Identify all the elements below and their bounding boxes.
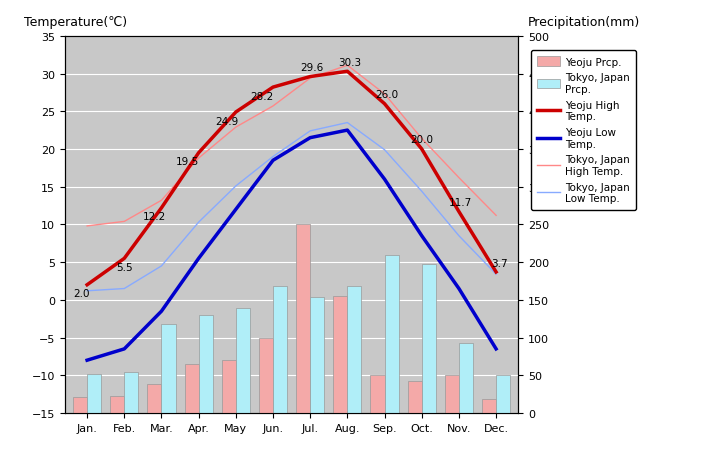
Bar bbox=[496, 375, 510, 413]
Bar bbox=[333, 297, 347, 413]
Bar bbox=[296, 225, 310, 413]
Text: Temperature(℃): Temperature(℃) bbox=[24, 16, 127, 29]
Text: 11.7: 11.7 bbox=[449, 198, 472, 207]
Bar bbox=[408, 381, 422, 413]
Bar bbox=[384, 255, 399, 413]
Bar bbox=[310, 297, 324, 413]
Text: 19.5: 19.5 bbox=[176, 157, 199, 167]
Bar bbox=[259, 338, 273, 413]
Bar bbox=[459, 343, 473, 413]
Text: Precipitation(mm): Precipitation(mm) bbox=[528, 16, 640, 29]
Text: 3.7: 3.7 bbox=[492, 258, 508, 269]
Bar bbox=[148, 385, 161, 413]
Text: 24.9: 24.9 bbox=[215, 116, 238, 126]
Bar bbox=[125, 372, 138, 413]
Text: 26.0: 26.0 bbox=[375, 90, 398, 100]
Bar bbox=[199, 315, 213, 413]
Bar bbox=[222, 360, 236, 413]
Bar bbox=[445, 375, 459, 413]
Bar bbox=[184, 364, 199, 413]
Text: 20.0: 20.0 bbox=[410, 135, 433, 145]
Bar bbox=[161, 324, 176, 413]
Text: 12.2: 12.2 bbox=[143, 212, 166, 222]
Bar bbox=[236, 308, 250, 413]
Bar bbox=[87, 374, 102, 413]
Bar bbox=[73, 397, 87, 413]
Bar bbox=[347, 286, 361, 413]
Text: 30.3: 30.3 bbox=[338, 58, 361, 67]
Text: 28.2: 28.2 bbox=[251, 91, 274, 101]
Bar bbox=[110, 396, 125, 413]
Bar bbox=[482, 399, 496, 413]
Legend: Yeoju Prcp., Tokyo, Japan
Prcp., Yeoju High
Temp., Yeoju Low
Temp., Tokyo, Japan: Yeoju Prcp., Tokyo, Japan Prcp., Yeoju H… bbox=[531, 51, 636, 210]
Text: 29.6: 29.6 bbox=[300, 63, 324, 73]
Text: 5.5: 5.5 bbox=[116, 263, 132, 272]
Bar bbox=[370, 375, 384, 413]
Bar bbox=[422, 265, 436, 413]
Bar bbox=[273, 286, 287, 413]
Text: 2.0: 2.0 bbox=[73, 289, 90, 299]
